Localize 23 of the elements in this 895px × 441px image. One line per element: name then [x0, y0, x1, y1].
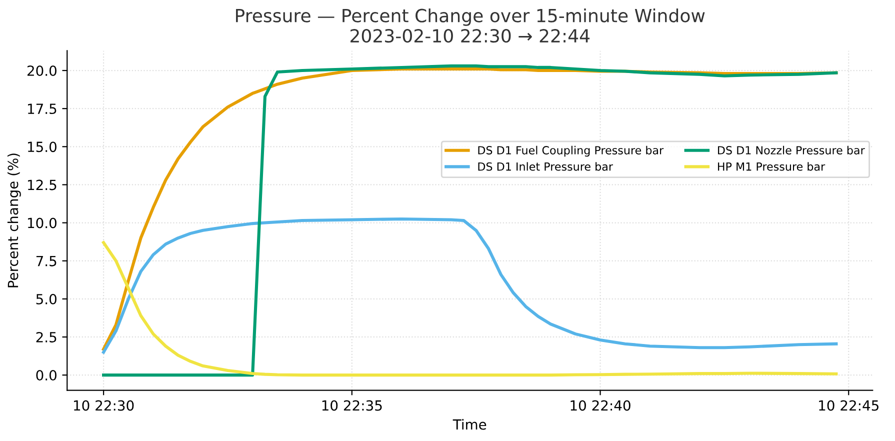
y-tick-label: 2.5 — [36, 332, 56, 342]
y-tick-label: 12.5 — [28, 180, 56, 190]
x-tick-label: 10 22:30 — [74, 400, 134, 411]
y-tick-label: 0.0 — [36, 370, 56, 381]
y-tick-label: 7.5 — [36, 256, 56, 266]
legend-label: HP M1 Pressure bar — [718, 162, 826, 171]
line-series — [102, 217, 838, 354]
chart-title: Pressure — Percent Change over 15-minute Window — [236, 8, 705, 26]
y-axis-title: Percent change (%) — [7, 154, 21, 288]
y-tick-label: 17.5 — [28, 104, 56, 114]
y-tick-label: 15.0 — [28, 142, 56, 152]
x-tick-label: 10 22:40 — [570, 400, 630, 411]
x-tick-label: 10 22:45 — [819, 400, 878, 411]
line-series — [102, 241, 838, 377]
x-axis-title: Time — [452, 419, 486, 430]
legend-label: DS D1 Nozzle Pressure bar — [718, 146, 865, 154]
y-tick-label: 10.0 — [28, 218, 56, 228]
chart-subtitle: 2023-02-10 22:30 → 22:44 — [350, 28, 590, 43]
legend-label: DS D1 Fuel Coupling Pressure bar — [478, 146, 664, 157]
y-tick-label: 5.0 — [36, 294, 56, 304]
y-tick-label: 20.0 — [27, 65, 56, 76]
x-tick-label: 10 22:35 — [322, 400, 382, 411]
legend-label: DS D1 Inlet Pressure bar — [478, 162, 613, 171]
